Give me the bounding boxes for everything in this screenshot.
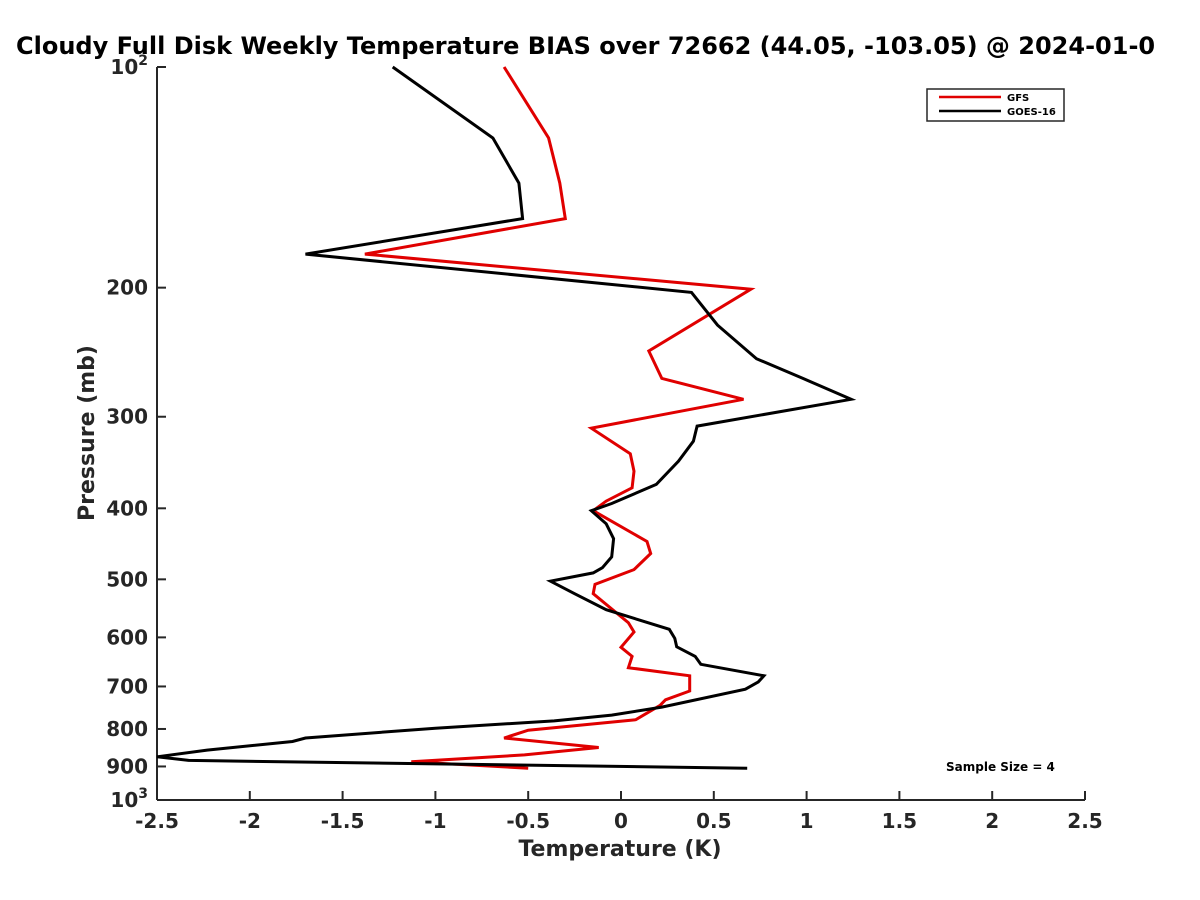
y-tick-base: 200 [106, 276, 148, 300]
y-tick-label: 600 [106, 625, 148, 649]
series-layer [156, 65, 857, 770]
x-axis-label: Temperature (K) [518, 837, 721, 862]
x-tick-label: -2 [239, 809, 261, 833]
y-tick-label: 103 [110, 786, 148, 812]
x-tick-label: 1 [800, 809, 814, 833]
y-tick-base: 700 [106, 674, 148, 698]
legend-label: GOES-16 [1007, 107, 1056, 118]
y-tick-label: 800 [106, 717, 148, 741]
legend-label: GFS [1007, 93, 1029, 104]
x-tick-label: -0.5 [506, 809, 550, 833]
y-tick-label: 200 [106, 276, 148, 300]
axes: -2.5 -2 -1.5 -1 -0.5 0 0.5 1 1.5 2 2.5102200300400… [106, 53, 1102, 833]
legend: GFS GOES-16 [926, 88, 1065, 122]
y-tick-exponent: 3 [138, 786, 148, 802]
y-tick-base: 300 [106, 405, 148, 429]
y-tick-label: 400 [106, 496, 148, 520]
y-tick-exponent: 2 [138, 53, 148, 69]
y-tick-base: 900 [106, 754, 148, 778]
y-tick-base: 500 [106, 567, 148, 591]
sample-size-annotation: Sample Size = 4 [946, 760, 1055, 774]
y-tick-label: 500 [106, 567, 148, 591]
series-line-gfs [364, 66, 756, 770]
y-tick-base: 10 [110, 788, 138, 812]
x-tick-label: 0 [614, 809, 628, 833]
x-tick-label: 1.5 [882, 809, 917, 833]
legend-box [926, 88, 1065, 122]
x-tick-label: -1 [424, 809, 446, 833]
y-tick-label: 900 [106, 754, 148, 778]
y-tick-label: 300 [106, 405, 148, 429]
y-tick-base: 600 [106, 625, 148, 649]
y-tick-base: 400 [106, 496, 148, 520]
x-tick-label: -1.5 [321, 809, 365, 833]
x-tick-label: -2.5 [135, 809, 179, 833]
y-tick-label: 700 [106, 674, 148, 698]
y-tick-label: 102 [110, 53, 148, 79]
x-tick-label: 0.5 [696, 809, 731, 833]
y-axis-label: Pressure (mb) [75, 345, 100, 521]
chart-title: Cloudy Full Disk Weekly Temperature BIAS… [16, 32, 1155, 60]
series-line-goes-16 [156, 65, 857, 770]
x-tick-label: 2.5 [1067, 809, 1102, 833]
y-tick-base: 10 [110, 55, 138, 79]
x-tick-label: 2 [985, 809, 999, 833]
y-tick-base: 800 [106, 717, 148, 741]
